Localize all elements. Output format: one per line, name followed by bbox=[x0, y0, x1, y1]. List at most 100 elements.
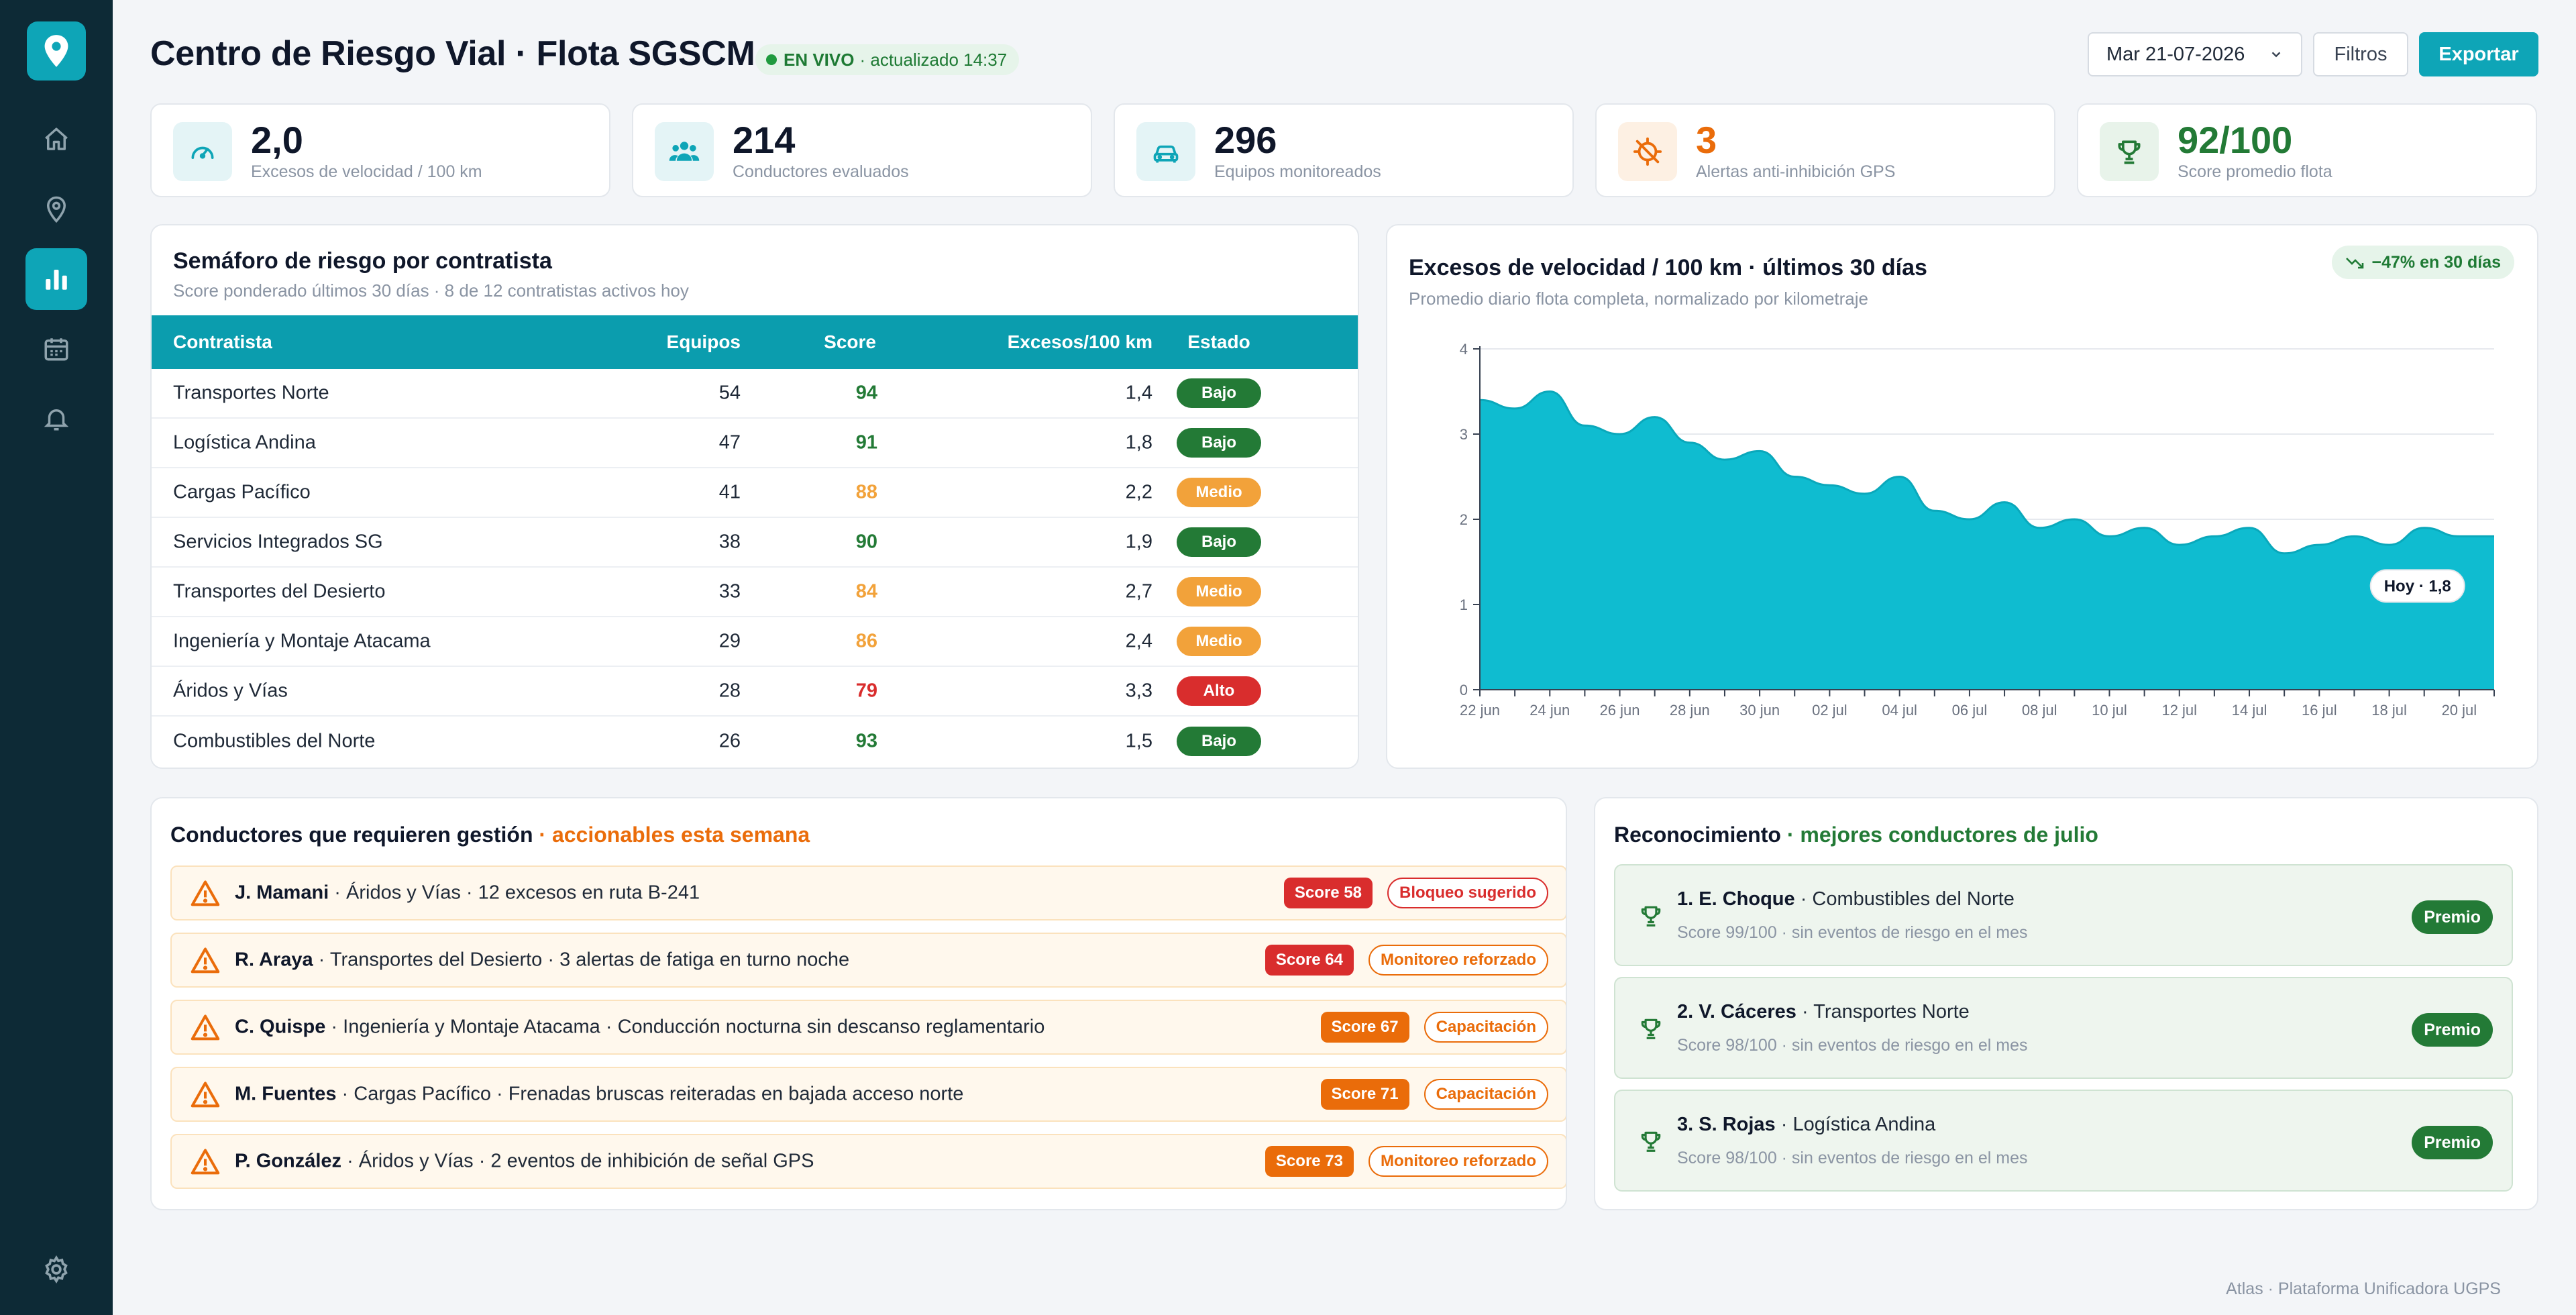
cell-status: Medio bbox=[1177, 627, 1261, 656]
date-select[interactable]: Mar 21-07-2026 bbox=[2088, 32, 2302, 76]
list-item[interactable]: 3. S. Rojas · Logística Andina Score 98/… bbox=[1614, 1090, 2513, 1192]
drivers-title: Conductores que requieren gestión · acci… bbox=[170, 823, 810, 847]
table-row[interactable]: Transportes del Desierto 33 84 2,7 Medio bbox=[152, 568, 1358, 617]
driver-action-badge[interactable]: Capacitación bbox=[1424, 1012, 1548, 1043]
cell-score: 86 bbox=[855, 630, 877, 652]
cell-status: Bajo bbox=[1177, 527, 1261, 557]
recognition-subtitle: Score 99/100 · sin eventos de riesgo en … bbox=[1677, 923, 2028, 942]
nav-map-pin-icon[interactable] bbox=[25, 178, 87, 240]
driver-company: · Transportes Norte bbox=[1801, 1001, 1970, 1022]
list-item[interactable]: P. González · Áridos y Vías · 2 eventos … bbox=[170, 1134, 1566, 1189]
driver-action-badge[interactable]: Bloqueo sugerido bbox=[1387, 878, 1548, 908]
award-badge: Premio bbox=[2412, 1126, 2493, 1159]
table-row[interactable]: Servicios Integrados SG 38 90 1,9 Bajo bbox=[152, 518, 1358, 568]
nav-settings-gear-icon[interactable] bbox=[25, 1239, 87, 1300]
risk-table: Contratista Equipos Score Excesos/100 km… bbox=[152, 315, 1358, 766]
driver-detail: · Áridos y Vías · 2 eventos de inhibició… bbox=[347, 1150, 814, 1172]
list-item[interactable]: 1. E. Choque · Combustibles del Norte Sc… bbox=[1614, 864, 2513, 966]
kpi-card: 2,0 Excesos de velocidad / 100 km bbox=[150, 103, 610, 197]
cell-excess: 3,3 bbox=[1125, 680, 1152, 702]
cell-status: Medio bbox=[1177, 577, 1261, 607]
driver-action-badge[interactable]: Monitoreo reforzado bbox=[1368, 945, 1548, 976]
recognition-subtitle: Score 98/100 · sin eventos de riesgo en … bbox=[1677, 1036, 2028, 1055]
table-row[interactable]: Combustibles del Norte 26 93 1,5 Bajo bbox=[152, 717, 1358, 766]
table-row[interactable]: Cargas Pacífico 41 88 2,2 Medio bbox=[152, 468, 1358, 518]
cell-equipment: 41 bbox=[718, 481, 741, 503]
live-label: EN VIVO bbox=[784, 49, 855, 70]
col-header-status[interactable]: Estado bbox=[1187, 331, 1250, 352]
logo-pin-icon[interactable] bbox=[27, 21, 86, 81]
area-series bbox=[1480, 391, 2494, 690]
driver-detail: · Ingeniería y Montaje Atacama · Conducc… bbox=[331, 1016, 1045, 1038]
table-row[interactable]: Áridos y Vías 28 79 3,3 Alto bbox=[152, 667, 1358, 717]
x-tick-label: 04 jul bbox=[1882, 702, 1917, 719]
list-item[interactable]: 2. V. Cáceres · Transportes Norte Score … bbox=[1614, 977, 2513, 1079]
main-content: Centro de Riesgo Vial · Flota SGSCM EN V… bbox=[150, 0, 2538, 1315]
recognition-title-main: Reconocimiento bbox=[1614, 823, 1781, 847]
driver-name: J. Mamani bbox=[235, 882, 329, 904]
kpi-label: Conductores evaluados bbox=[733, 162, 909, 181]
driver-action-badge[interactable]: Capacitación bbox=[1424, 1079, 1548, 1110]
list-item[interactable]: M. Fuentes · Cargas Pacífico · Frenadas … bbox=[170, 1067, 1566, 1122]
table-row[interactable]: Ingeniería y Montaje Atacama 29 86 2,4 M… bbox=[152, 617, 1358, 667]
col-header-score[interactable]: Score bbox=[824, 331, 876, 352]
nav-calendar-icon[interactable] bbox=[25, 318, 87, 380]
users-icon bbox=[655, 122, 714, 181]
filters-button[interactable]: Filtros bbox=[2313, 32, 2408, 76]
nav-analytics-icon[interactable] bbox=[25, 248, 87, 310]
col-header-excess[interactable]: Excesos/100 km bbox=[1007, 331, 1152, 352]
live-dot-icon bbox=[766, 54, 777, 65]
line-series bbox=[1479, 390, 2494, 555]
list-item[interactable]: R. Araya · Transportes del Desierto · 3 … bbox=[170, 933, 1566, 988]
kpi-value: 296 bbox=[1214, 119, 1277, 161]
cell-contractor: Cargas Pacífico bbox=[173, 481, 311, 503]
table-row[interactable]: Transportes Norte 54 94 1,4 Bajo bbox=[152, 369, 1358, 419]
recognition-subtitle: Score 98/100 · sin eventos de riesgo en … bbox=[1677, 1149, 2028, 1167]
list-item[interactable]: C. Quispe · Ingeniería y Montaje Atacama… bbox=[170, 1000, 1566, 1055]
date-select-value: Mar 21-07-2026 bbox=[2106, 43, 2245, 65]
driver-description: M. Fuentes · Cargas Pacífico · Frenadas … bbox=[235, 1084, 963, 1106]
x-tick-label: 20 jul bbox=[2442, 702, 2477, 719]
live-status-badge: EN VIVO · actualizado 14:37 bbox=[755, 44, 1020, 75]
list-item[interactable]: J. Mamani · Áridos y Vías · 12 excesos e… bbox=[170, 865, 1566, 920]
cell-status: Medio bbox=[1177, 478, 1261, 507]
driver-description: P. González · Áridos y Vías · 2 eventos … bbox=[235, 1151, 814, 1173]
x-tick-label: 10 jul bbox=[2092, 702, 2127, 719]
recognition-name: 2. V. Cáceres · Transportes Norte bbox=[1677, 1001, 1970, 1023]
col-header-contractor[interactable]: Contratista bbox=[173, 331, 272, 352]
warning-triangle-icon bbox=[191, 1147, 220, 1179]
table-row[interactable]: Logística Andina 47 91 1,8 Bajo bbox=[152, 419, 1358, 468]
nav-bell-icon[interactable] bbox=[25, 388, 87, 450]
driver-score-badge: Score 58 bbox=[1283, 878, 1373, 908]
x-tick-label: 14 jul bbox=[2232, 702, 2267, 719]
table-header-row: Contratista Equipos Score Excesos/100 km… bbox=[152, 315, 1358, 369]
cell-excess: 2,7 bbox=[1125, 580, 1152, 602]
x-tick-label: 30 jun bbox=[1739, 702, 1780, 719]
x-tick-label: 02 jul bbox=[1812, 702, 1847, 719]
today-annotation-box bbox=[2369, 569, 2465, 603]
recognition-name: 1. E. Choque · Combustibles del Norte bbox=[1677, 888, 2015, 910]
cell-score: 88 bbox=[855, 481, 877, 503]
kpi-card: 214 Conductores evaluados bbox=[632, 103, 1092, 197]
driver-description: C. Quispe · Ingeniería y Montaje Atacama… bbox=[235, 1016, 1044, 1039]
col-header-equipment[interactable]: Equipos bbox=[666, 331, 741, 352]
warning-triangle-icon bbox=[191, 1080, 220, 1112]
cell-score: 79 bbox=[855, 680, 877, 702]
x-tick-label: 08 jul bbox=[2022, 702, 2057, 719]
cell-excess: 1,9 bbox=[1125, 531, 1152, 553]
cell-contractor: Logística Andina bbox=[173, 431, 316, 454]
sidebar bbox=[0, 0, 113, 1315]
driver-tags: Score 64 Monitoreo reforzado bbox=[1265, 945, 1548, 976]
export-button[interactable]: Exportar bbox=[2419, 32, 2538, 76]
x-tick-label: 16 jul bbox=[2302, 702, 2337, 719]
nav-home-icon[interactable] bbox=[25, 109, 87, 170]
x-tick-label: 24 jun bbox=[1529, 702, 1570, 719]
driver-detail: · Transportes del Desierto · 3 alertas d… bbox=[318, 949, 850, 971]
risk-table-subtitle: Score ponderado últimos 30 días · 8 de 1… bbox=[173, 280, 689, 301]
trophy-icon bbox=[1638, 903, 1664, 932]
driver-score-badge: Score 71 bbox=[1320, 1079, 1409, 1110]
x-tick-label: 28 jun bbox=[1670, 702, 1710, 719]
kpi-value: 214 bbox=[733, 119, 796, 161]
risk-table-title: Semáforo de riesgo por contratista bbox=[173, 248, 552, 274]
driver-action-badge[interactable]: Monitoreo reforzado bbox=[1368, 1146, 1548, 1177]
